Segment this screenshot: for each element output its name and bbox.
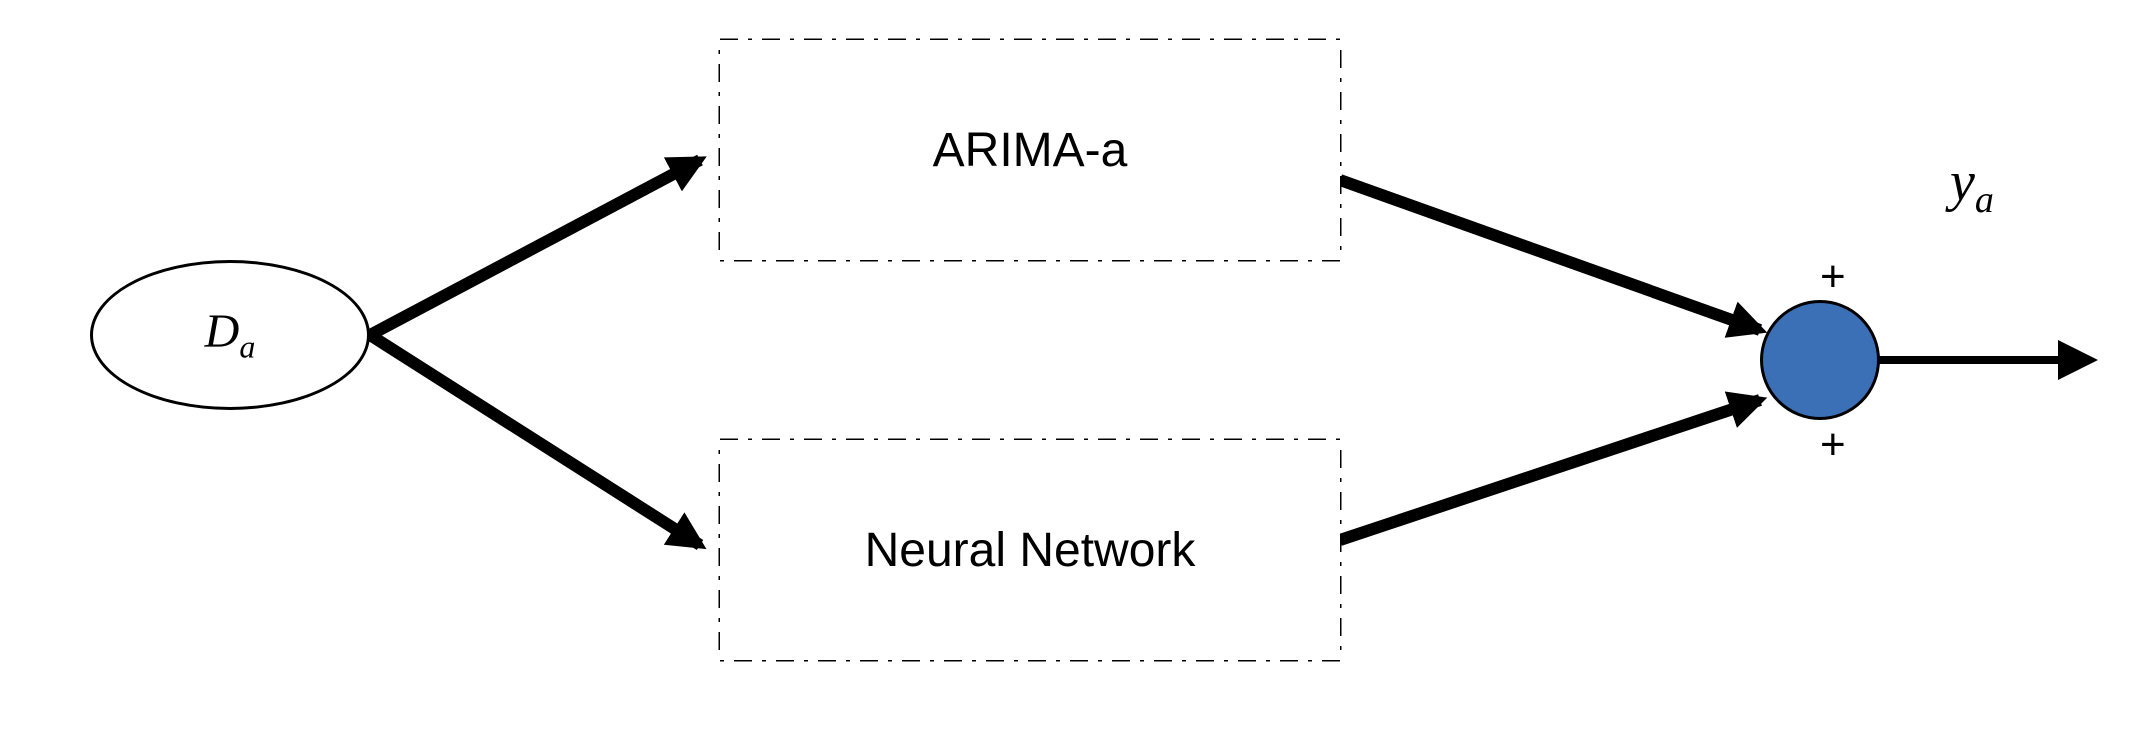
diagram-canvas: Da ARIMA-a Neural Network + + ya bbox=[0, 0, 2144, 732]
output-label-main: y bbox=[1950, 151, 1975, 213]
arima-node: ARIMA-a bbox=[720, 40, 1340, 260]
neural-network-label: Neural Network bbox=[865, 523, 1196, 578]
arima-label: ARIMA-a bbox=[933, 123, 1128, 178]
plus-top-label: + bbox=[1820, 252, 1846, 302]
output-label: ya bbox=[1950, 150, 1994, 222]
sum-node bbox=[1760, 300, 1880, 420]
neural-network-node: Neural Network bbox=[720, 440, 1340, 660]
input-node: Da bbox=[90, 260, 370, 410]
output-label-sub: a bbox=[1975, 179, 1994, 221]
input-node-label: Da bbox=[205, 304, 256, 366]
plus-bottom-label: + bbox=[1820, 420, 1846, 470]
input-label-main: D bbox=[205, 305, 240, 358]
input-label-sub: a bbox=[239, 329, 255, 365]
